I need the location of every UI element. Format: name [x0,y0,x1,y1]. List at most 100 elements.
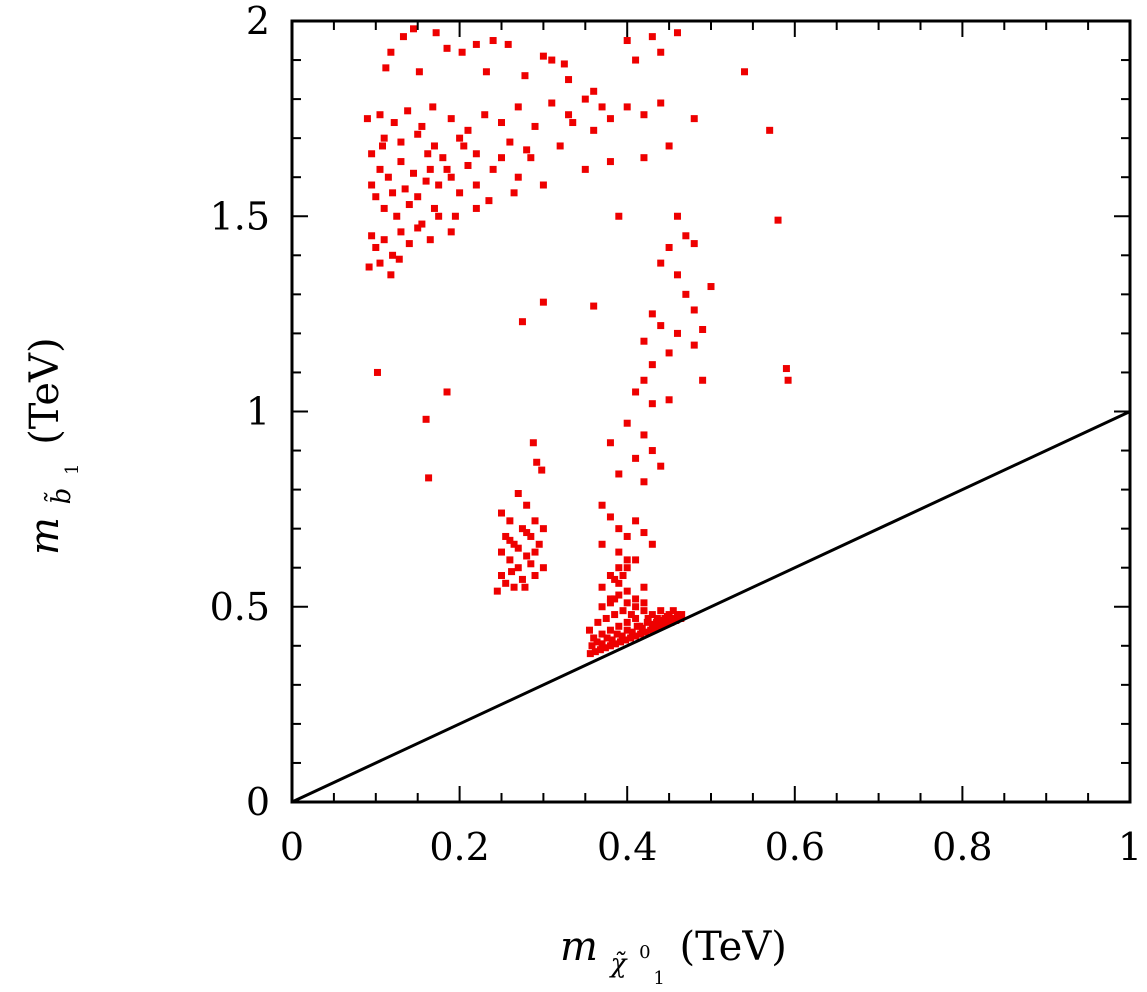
data-point [601,644,609,652]
data-point [640,599,648,607]
data-point [418,122,426,130]
data-point [389,189,397,197]
data-point [514,564,522,572]
data-point [648,540,656,548]
data-point [523,146,531,154]
data-point [593,638,601,646]
data-point [390,119,398,127]
data-point [633,622,641,630]
data-point [741,68,749,76]
data-point [648,33,656,41]
data-point [489,37,497,45]
data-point [606,642,614,650]
data-point [606,115,614,123]
data-point [565,76,573,84]
data-point [531,548,539,556]
data-point [422,415,430,423]
data-point [682,290,690,298]
data-point [410,169,418,177]
data-point [640,431,648,439]
data-point [642,628,650,636]
data-point [395,255,403,263]
data-point [384,173,392,181]
data-point [648,620,656,628]
data-point [380,134,388,142]
data-point [606,599,614,607]
data-point [510,583,518,591]
data-point [414,193,422,201]
data-point [640,583,648,591]
data-point [665,243,673,251]
data-point [464,126,472,134]
data-point [565,111,573,119]
data-point [506,138,514,146]
data-point [606,626,614,634]
data-point [397,158,405,166]
data-point [591,648,599,656]
data-point [647,626,655,634]
data-point [397,228,405,236]
data-point [460,142,468,150]
data-point [415,68,423,76]
data-point [606,595,614,603]
data-point [640,529,648,537]
data-point [640,154,648,162]
data-point [538,466,546,474]
data-point [482,68,490,76]
data-point [485,197,493,205]
data-point [418,220,426,228]
data-point [598,583,606,591]
data-point [521,72,529,80]
data-point [560,60,568,68]
data-point [447,228,455,236]
data-point [638,624,646,632]
data-point [365,263,373,271]
data-point [594,618,602,626]
data-point [510,189,518,197]
data-point [665,142,673,150]
data-point [399,33,407,41]
data-point [422,177,430,185]
data-point [529,439,537,447]
data-point [556,142,564,150]
y-axis-label: m b̃ 1 (TeV) [22,337,88,555]
data-point [615,579,623,587]
data-point [603,634,611,642]
data-point [498,572,505,580]
data-point [518,525,526,533]
data-point [623,103,631,111]
x-tick-labels: 0 0.2 0.4 0.6 0.8 1 [280,825,1142,869]
data-point [387,271,395,279]
data-point [585,626,593,634]
data-point [707,283,715,291]
data-point [363,115,371,123]
data-point [611,640,619,648]
data-point [523,501,531,509]
data-point [613,630,621,638]
data-point [424,150,432,158]
data-point [498,154,505,162]
data-point [426,236,434,244]
data-point [623,564,631,572]
data-point [640,478,648,486]
data-point [456,134,464,142]
data-point [443,165,451,173]
data-point [401,185,409,193]
data-point [784,376,792,384]
data-point [518,318,526,326]
data-point [458,48,466,56]
data-point [539,298,547,306]
data-point [648,447,656,455]
data-point [606,572,614,580]
data-point [531,572,539,580]
data-point [376,111,384,119]
axis-ticks [291,20,1131,803]
data-point [414,224,422,232]
data-point [648,400,656,408]
data-point [648,310,656,318]
data-point [632,614,640,622]
data-point [569,119,577,127]
data-point [662,620,670,628]
data-point [648,611,656,619]
data-point [602,614,610,622]
